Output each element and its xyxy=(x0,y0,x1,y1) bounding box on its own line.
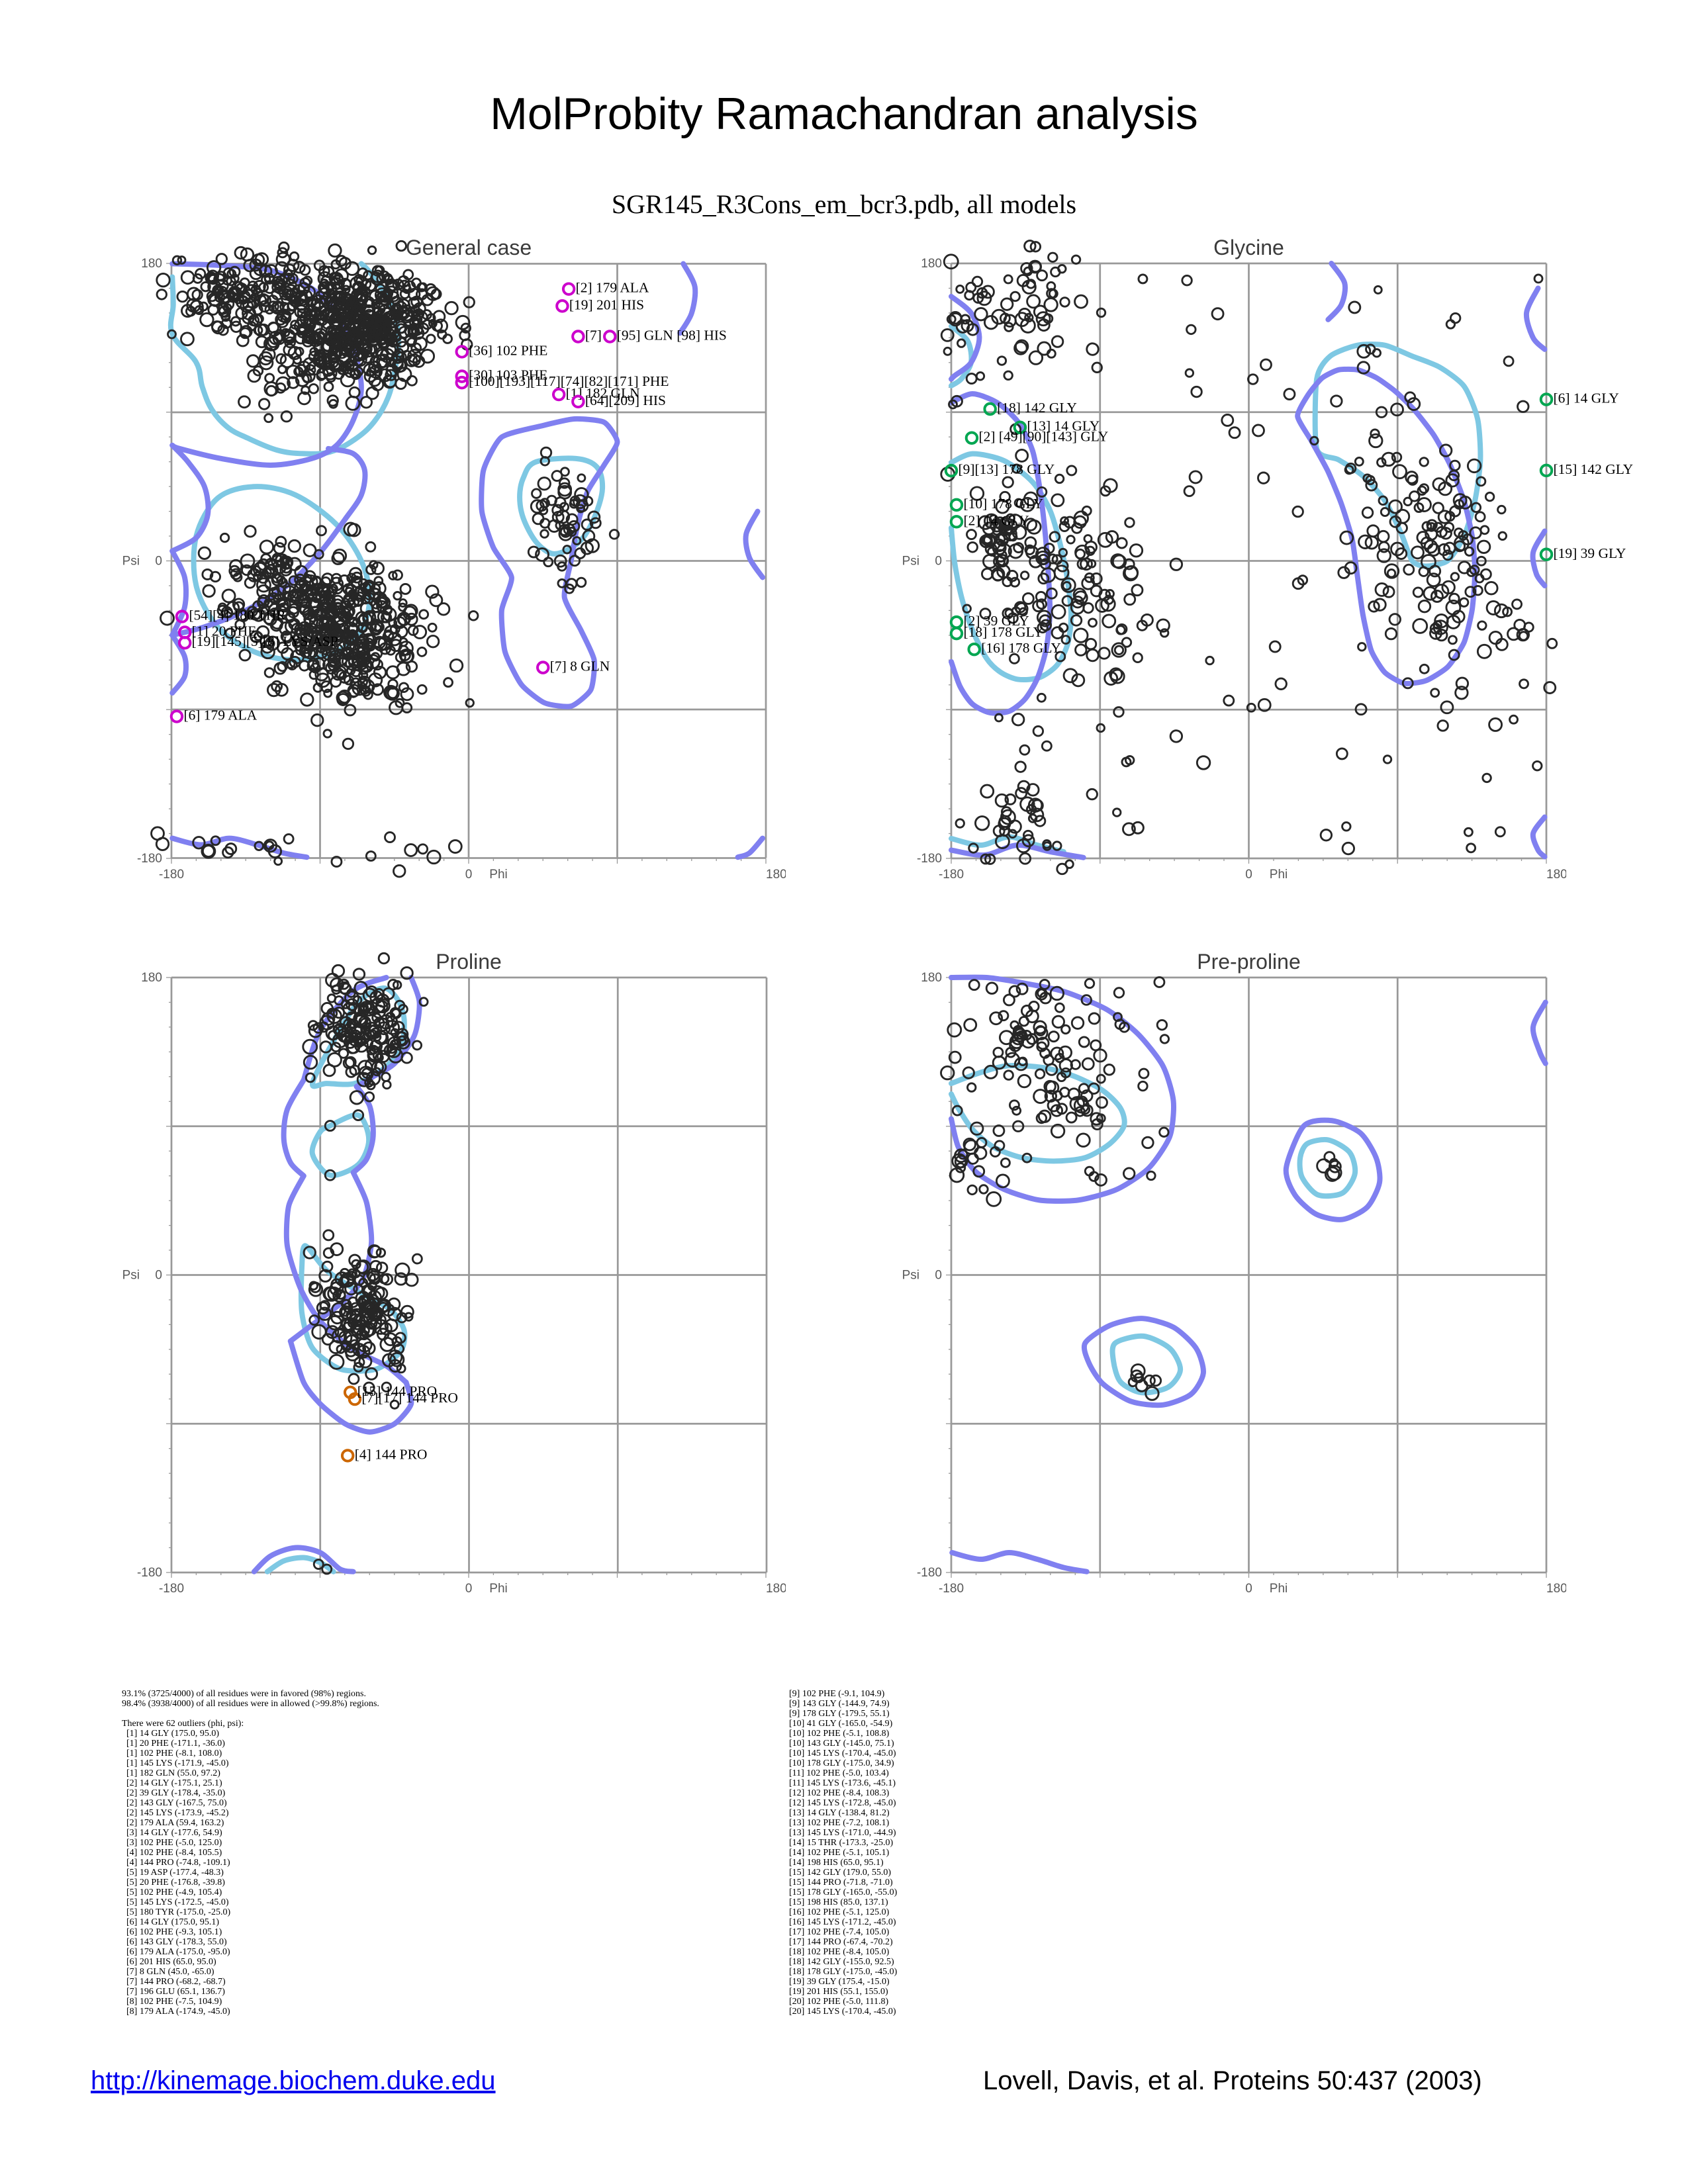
svg-text:0: 0 xyxy=(155,1269,162,1283)
svg-text:-180: -180 xyxy=(137,852,162,866)
svg-text:Psi: Psi xyxy=(122,1269,140,1283)
svg-text:180: 180 xyxy=(1546,868,1566,882)
svg-text:-180: -180 xyxy=(917,1566,942,1580)
svg-text:[64][209] HIS: [64][209] HIS xyxy=(585,392,666,408)
svg-text:[2] 14 GLY: [2] 14 GLY xyxy=(963,512,1029,528)
svg-text:[19] 39 GLY: [19] 39 GLY xyxy=(1553,545,1626,561)
svg-text:-180: -180 xyxy=(939,1582,964,1596)
svg-text:180: 180 xyxy=(766,868,786,882)
svg-text:[7]: [7] xyxy=(585,327,602,343)
svg-text:0: 0 xyxy=(465,868,473,882)
svg-text:[95] GLN [98] HIS: [95] GLN [98] HIS xyxy=(617,327,727,343)
svg-text:[18] 142 GLY: [18] 142 GLY xyxy=(997,400,1077,416)
svg-text:[6] 14 GLY: [6] 14 GLY xyxy=(1553,390,1618,406)
svg-text:[54][4] 180 THR: [54][4] 180 THR xyxy=(189,608,286,623)
svg-text:-180: -180 xyxy=(939,868,964,882)
svg-text:[9][13] 178 GLY: [9][13] 178 GLY xyxy=(958,461,1055,477)
svg-text:180: 180 xyxy=(766,1582,786,1596)
svg-text:[36] 102 PHE: [36] 102 PHE xyxy=(469,342,547,358)
svg-text:0: 0 xyxy=(935,1269,942,1283)
svg-text:[15] 144 PRO: [15] 144 PRO xyxy=(357,1383,437,1399)
svg-text:[10] 178 GLY: [10] 178 GLY xyxy=(963,496,1043,512)
svg-text:[6] 179 ALA: [6] 179 ALA xyxy=(183,707,257,723)
svg-text:Psi: Psi xyxy=(902,1269,919,1283)
svg-text:Phi: Phi xyxy=(489,868,507,882)
svg-text:0: 0 xyxy=(155,555,162,569)
svg-text:[18] 178 GLY: [18] 178 GLY xyxy=(963,624,1043,640)
svg-text:0: 0 xyxy=(935,555,942,569)
svg-text:[4] 144 PRO: [4] 144 PRO xyxy=(355,1446,428,1462)
svg-text:-180: -180 xyxy=(159,868,184,882)
svg-text:[2] 179 ALA: [2] 179 ALA xyxy=(576,280,649,296)
svg-text:180: 180 xyxy=(141,257,162,271)
svg-text:Phi: Phi xyxy=(489,1582,507,1596)
svg-text:[7] 8 GLN: [7] 8 GLN xyxy=(550,659,610,674)
svg-text:[19][145][5][8] LYS/ASP: [19][145][5][8] LYS/ASP xyxy=(192,633,338,649)
svg-text:[15] 142 GLY: [15] 142 GLY xyxy=(1553,461,1633,477)
svg-text:0: 0 xyxy=(1245,1582,1252,1596)
svg-text:Psi: Psi xyxy=(902,555,919,569)
svg-text:0: 0 xyxy=(465,1582,473,1596)
svg-text:-180: -180 xyxy=(137,1566,162,1580)
svg-text:[19] 201 HIS: [19] 201 HIS xyxy=(569,296,644,312)
svg-text:-180: -180 xyxy=(159,1582,184,1596)
svg-text:[2] [49][90][143] GLY: [2] [49][90][143] GLY xyxy=(978,429,1108,445)
svg-text:0: 0 xyxy=(1245,868,1252,882)
svg-text:[16] 178 GLY: [16] 178 GLY xyxy=(981,640,1061,656)
svg-text:Psi: Psi xyxy=(122,555,140,569)
svg-text:180: 180 xyxy=(921,257,942,271)
svg-text:Phi: Phi xyxy=(1270,1582,1288,1596)
svg-text:180: 180 xyxy=(141,971,162,985)
svg-text:Phi: Phi xyxy=(1270,868,1288,882)
svg-text:-180: -180 xyxy=(917,852,942,866)
svg-text:180: 180 xyxy=(1546,1582,1566,1596)
svg-text:180: 180 xyxy=(921,971,942,985)
